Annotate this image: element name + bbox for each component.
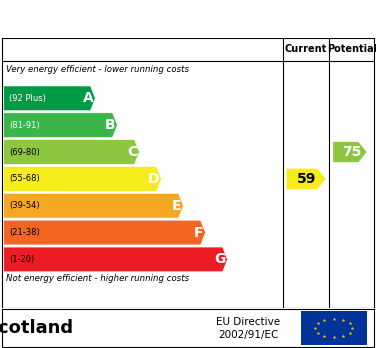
Text: (55-68): (55-68) <box>9 174 40 183</box>
Text: (69-80): (69-80) <box>9 148 40 157</box>
Text: 2002/91/EC: 2002/91/EC <box>218 330 278 340</box>
Text: Very energy efficient - lower running costs: Very energy efficient - lower running co… <box>6 65 189 74</box>
Text: F: F <box>194 226 203 239</box>
Polygon shape <box>333 142 367 162</box>
Text: 75: 75 <box>342 145 361 159</box>
Text: 59: 59 <box>296 172 316 186</box>
Text: (39-54): (39-54) <box>9 201 40 210</box>
Polygon shape <box>4 220 205 245</box>
Polygon shape <box>4 113 117 137</box>
Text: C: C <box>127 145 138 159</box>
Polygon shape <box>4 167 161 191</box>
Text: (1-20): (1-20) <box>9 255 35 264</box>
Polygon shape <box>4 86 96 111</box>
Text: (21-38): (21-38) <box>9 228 40 237</box>
Text: G: G <box>214 252 226 267</box>
Text: EU Directive: EU Directive <box>216 317 280 327</box>
Text: D: D <box>148 172 159 186</box>
Polygon shape <box>287 169 326 189</box>
Text: Energy Efficiency Rating: Energy Efficiency Rating <box>11 11 233 26</box>
Text: E: E <box>172 199 182 213</box>
Text: Not energy efficient - higher running costs: Not energy efficient - higher running co… <box>6 274 189 283</box>
Text: A: A <box>83 91 94 105</box>
Polygon shape <box>4 193 183 218</box>
Polygon shape <box>4 247 227 272</box>
Text: (81-91): (81-91) <box>9 121 40 130</box>
Text: (92 Plus): (92 Plus) <box>9 94 46 103</box>
Text: Current: Current <box>285 44 327 54</box>
Polygon shape <box>4 140 139 164</box>
Bar <box>301 311 367 345</box>
Text: B: B <box>105 118 115 132</box>
Text: Potential: Potential <box>327 44 376 54</box>
Text: Scotland: Scotland <box>0 319 74 337</box>
